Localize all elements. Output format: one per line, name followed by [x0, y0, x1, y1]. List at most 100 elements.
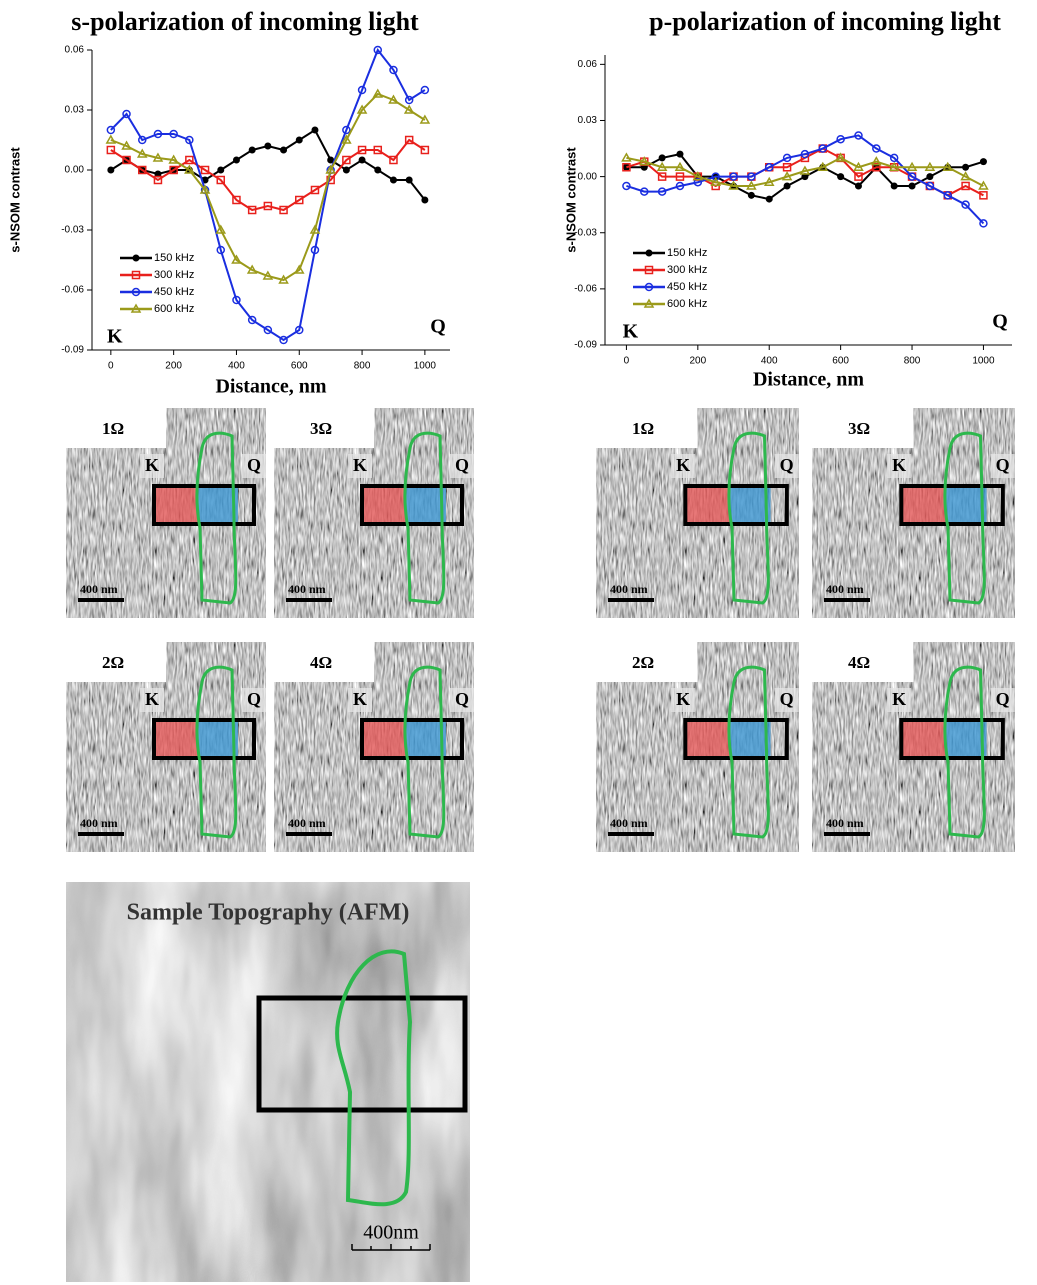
point — [106, 145, 116, 155]
k-label: K — [676, 455, 690, 475]
point — [105, 134, 117, 144]
series — [621, 152, 989, 190]
point — [137, 165, 147, 175]
image-panel: 4Ω K Q 400 nm — [274, 642, 474, 852]
notch — [274, 642, 374, 682]
chart-title: s-polarization of incoming light — [71, 7, 419, 36]
legend-marker — [131, 270, 141, 280]
y-tick-label: 0.00 — [65, 165, 85, 176]
region-k — [362, 488, 406, 522]
point — [853, 161, 864, 172]
image-panel: 2Ω K Q 400 nm — [596, 642, 799, 852]
point — [765, 195, 773, 203]
series-line — [626, 156, 984, 187]
point — [835, 152, 846, 162]
point — [926, 173, 934, 181]
x-tick-label: 0 — [624, 356, 630, 367]
series — [105, 88, 431, 284]
point — [979, 219, 988, 228]
label-box — [348, 454, 372, 478]
point — [247, 205, 257, 215]
label-box — [140, 688, 164, 712]
point — [311, 126, 319, 134]
point — [781, 171, 793, 181]
point — [405, 176, 413, 184]
label-box — [671, 454, 696, 478]
notch — [596, 408, 698, 448]
scale-label: 400 nm — [826, 816, 864, 830]
grain-outline — [727, 431, 770, 605]
point — [693, 177, 703, 187]
line-box — [899, 718, 1005, 760]
q-label: Q — [780, 689, 794, 709]
panel-label: 2Ω — [632, 653, 654, 672]
point — [658, 154, 666, 162]
point — [960, 171, 971, 181]
point — [872, 163, 881, 172]
series-line — [110, 48, 426, 342]
series — [106, 135, 430, 215]
legend-label: 600 kHz — [667, 298, 707, 310]
point — [310, 185, 320, 195]
label-box — [242, 454, 266, 478]
annotation: K — [623, 321, 639, 343]
point — [373, 145, 383, 155]
point — [215, 224, 227, 234]
line-box — [360, 718, 464, 760]
point — [799, 165, 811, 175]
scale-label: 400 nm — [288, 816, 326, 830]
point — [746, 180, 757, 190]
point — [710, 176, 721, 186]
grain-outline — [335, 949, 413, 1207]
point — [871, 156, 882, 166]
point — [837, 173, 845, 181]
point — [692, 171, 704, 181]
point — [232, 195, 241, 205]
region-k — [685, 488, 730, 522]
legend-label: 300 kHz — [154, 269, 194, 281]
x-axis-label: Distance, nm — [753, 369, 864, 391]
point — [232, 156, 240, 164]
point — [184, 164, 195, 174]
point — [295, 195, 304, 205]
legend-marker — [130, 303, 142, 313]
scale-label: 400 nm — [826, 582, 864, 596]
panel-label: 3Ω — [848, 419, 870, 438]
point — [293, 264, 305, 274]
point — [200, 165, 210, 175]
x-tick-label: 0 — [108, 361, 114, 372]
point — [342, 155, 351, 165]
scale-label: 400 nm — [80, 582, 118, 596]
region-q — [729, 488, 771, 522]
point — [656, 161, 668, 172]
scale-label: 400 nm — [80, 816, 118, 830]
point — [729, 172, 738, 181]
point — [943, 191, 952, 200]
point — [216, 175, 226, 185]
k-label: K — [145, 455, 159, 475]
point — [169, 129, 178, 139]
k-label: K — [892, 455, 906, 475]
region-q — [198, 488, 238, 522]
point — [836, 134, 845, 144]
point — [621, 152, 632, 162]
point — [657, 187, 667, 196]
point — [248, 146, 256, 154]
point — [231, 254, 242, 264]
point — [232, 295, 241, 305]
point — [168, 154, 179, 164]
y-tick-label: -0.09 — [61, 345, 84, 356]
x-tick-label: 200 — [165, 361, 182, 372]
annotation: Q — [430, 316, 446, 338]
point — [818, 144, 828, 153]
grain-outline — [943, 431, 986, 605]
label-box — [887, 688, 912, 712]
point — [782, 153, 792, 163]
line-box — [152, 718, 256, 760]
region-k — [901, 722, 946, 756]
point — [153, 129, 163, 139]
point — [728, 180, 739, 190]
point — [764, 163, 774, 172]
scale-label: 400 nm — [610, 816, 648, 830]
x-tick-label: 200 — [689, 356, 706, 367]
